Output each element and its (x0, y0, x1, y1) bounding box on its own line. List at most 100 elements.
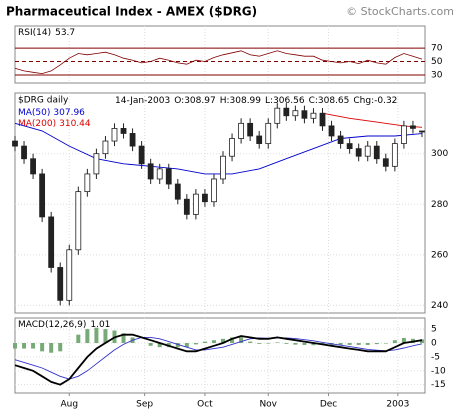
legend-entry: MA(200) 310.44 (18, 119, 91, 129)
quote-field-label: O: (174, 96, 184, 106)
histogram-bar (230, 337, 235, 343)
y-tick-label: 0 (431, 339, 437, 349)
candle-body (138, 145, 145, 165)
candle-body (229, 138, 235, 157)
candle-body (174, 183, 181, 200)
quote-field-value: 308.65 (318, 96, 350, 106)
panel-frame (14, 92, 426, 314)
quote-field-label: C: (309, 96, 318, 106)
histogram-bar (347, 343, 352, 345)
histogram-bar (58, 343, 63, 352)
candle-body (274, 107, 281, 124)
candle-body (410, 125, 416, 129)
candle-body (337, 135, 344, 144)
candle-body (419, 130, 425, 133)
histogram-bar (383, 343, 388, 344)
candle-body (292, 110, 299, 117)
histogram-bar (193, 343, 198, 345)
quote: 14-Jan-2003 O:308.97 H:308.99 L:306.56 C:308… (115, 96, 397, 106)
indicator-value: 53.7 (55, 28, 75, 38)
legend-value: 310.44 (59, 119, 91, 129)
legend-name: MA(50) (18, 108, 50, 118)
histogram-bar (365, 343, 370, 345)
candle-body (247, 122, 254, 137)
candle-body (283, 107, 290, 117)
quote-date: 14-Jan-2003 (115, 96, 170, 106)
legend-value: 307.96 (53, 108, 85, 118)
histogram-bar (284, 343, 289, 344)
candle-body (355, 148, 362, 157)
credit: © StockCharts.com (346, 5, 454, 18)
candle-body (156, 168, 163, 180)
candle-body (319, 112, 326, 127)
histogram-bar (22, 343, 27, 349)
y-tick-label: 300 (431, 149, 448, 159)
histogram-bar (40, 343, 45, 352)
candle-body (39, 173, 46, 218)
candle-body (183, 198, 190, 215)
indicator-name: RSI(14) (18, 28, 51, 38)
histogram-bar (248, 341, 253, 343)
candle-body (93, 153, 100, 175)
candle-body (364, 145, 371, 157)
candle-body (373, 145, 380, 160)
histogram-bar (157, 343, 162, 348)
x-tick-label: Nov (259, 400, 277, 410)
histogram-bar (31, 343, 36, 349)
histogram-bar (148, 343, 153, 346)
macd-line (14, 333, 423, 386)
candle-body (382, 158, 389, 167)
rsi-line (14, 50, 423, 75)
candle-body (301, 110, 308, 119)
x-tick-label: Oct (197, 400, 213, 410)
y-tick-label: 30 (431, 70, 443, 80)
y-tick-label: 5 (431, 325, 437, 335)
y-tick-label: 50 (431, 57, 443, 67)
legend-entry: MA(50) 307.96 (18, 108, 85, 118)
histogram-bar (211, 340, 216, 343)
histogram-bar (419, 339, 424, 343)
candle-body (346, 143, 353, 150)
histogram-bar (392, 340, 397, 343)
quote-field-value: 308.99 (230, 96, 262, 106)
histogram-bar (49, 343, 54, 353)
histogram-bar (85, 329, 90, 343)
candle-body (111, 128, 118, 142)
x-tick-label: Sep (136, 400, 153, 410)
candle-body (310, 112, 317, 119)
moving-average (322, 112, 423, 128)
candle-body (265, 122, 272, 144)
x-tick-label: 2003 (386, 400, 409, 410)
y-tick-label: 70 (431, 44, 443, 54)
histogram-bar (311, 343, 316, 346)
chart-title: Pharmaceutical Index - AMEX ($DRG) (6, 5, 257, 19)
candle-body (129, 133, 136, 147)
histogram-bar (94, 327, 99, 343)
candle-body (66, 249, 73, 301)
candle-body (391, 143, 398, 167)
x-tick-label: Dec (320, 400, 337, 410)
signal-line (14, 336, 423, 380)
histogram-bar (257, 343, 262, 344)
candle-body (400, 125, 407, 144)
candle-body (75, 191, 82, 251)
histogram-bar (175, 343, 180, 348)
histogram-bar (275, 342, 280, 343)
panel-label: MACD(12,26,9) 1.01 (18, 320, 110, 330)
histogram-bar (401, 338, 406, 343)
y-tick-label: 260 (431, 250, 448, 260)
x-tick-label: Aug (60, 400, 78, 410)
histogram-bar (184, 343, 189, 348)
candle-body (256, 135, 263, 144)
quote-field-label: L: (265, 96, 273, 106)
y-tick-label: -15 (431, 380, 446, 390)
moving-average (14, 122, 423, 175)
histogram-bar (239, 337, 244, 343)
candle-body (147, 163, 154, 180)
histogram-bar (302, 343, 307, 345)
quote-field-value: -0.32 (374, 96, 397, 106)
candle-body (165, 168, 172, 185)
y-tick-label: -10 (431, 366, 446, 376)
candle-body (202, 193, 208, 203)
histogram-bar (221, 338, 226, 343)
